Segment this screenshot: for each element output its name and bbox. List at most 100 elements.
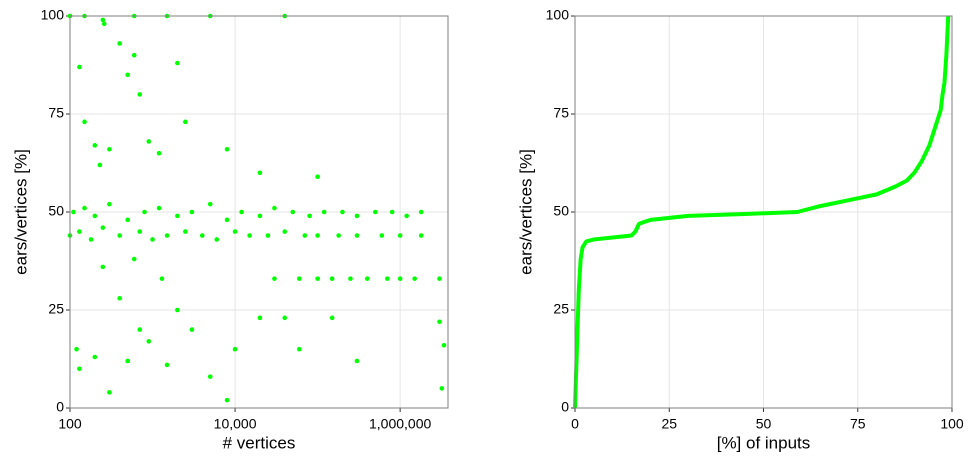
y-tick-label: 0 bbox=[56, 399, 64, 415]
point bbox=[92, 213, 98, 219]
y-tick-label: 75 bbox=[48, 105, 64, 121]
point bbox=[257, 170, 263, 176]
point bbox=[315, 174, 320, 180]
point bbox=[146, 339, 152, 344]
point bbox=[365, 276, 370, 281]
point bbox=[321, 209, 327, 215]
point bbox=[412, 276, 417, 281]
point bbox=[437, 276, 442, 281]
point bbox=[329, 315, 335, 321]
y-tick-label: 100 bbox=[41, 7, 65, 23]
point bbox=[117, 295, 122, 301]
point bbox=[379, 233, 385, 238]
point bbox=[397, 276, 403, 281]
y-tick-label: 50 bbox=[48, 203, 64, 219]
point bbox=[329, 276, 335, 281]
point bbox=[175, 307, 180, 313]
point bbox=[142, 209, 147, 215]
point bbox=[146, 139, 152, 144]
y-tick-label: 100 bbox=[546, 7, 570, 23]
point bbox=[137, 327, 143, 332]
point bbox=[71, 209, 76, 215]
point bbox=[232, 229, 238, 234]
point bbox=[272, 276, 277, 281]
point bbox=[82, 119, 87, 125]
x-tick-label: 100 bbox=[940, 416, 964, 432]
point bbox=[92, 354, 98, 360]
point bbox=[156, 205, 162, 211]
y-tick-label: 25 bbox=[48, 301, 64, 317]
plot-border bbox=[69, 15, 449, 409]
x-tick-label: 75 bbox=[850, 416, 866, 432]
point bbox=[156, 150, 162, 156]
point bbox=[77, 64, 82, 70]
point bbox=[117, 233, 122, 238]
point bbox=[224, 217, 230, 223]
point bbox=[207, 201, 213, 207]
point bbox=[125, 72, 130, 78]
point bbox=[307, 213, 312, 219]
point bbox=[183, 229, 188, 234]
point bbox=[282, 315, 288, 321]
point bbox=[175, 213, 180, 219]
point bbox=[257, 213, 263, 219]
y-tick-label: 0 bbox=[561, 399, 569, 415]
point bbox=[272, 205, 277, 211]
point bbox=[207, 374, 213, 379]
point bbox=[439, 386, 445, 391]
x-tick-label: 0 bbox=[571, 416, 579, 432]
point bbox=[77, 366, 82, 372]
point bbox=[418, 209, 424, 215]
line bbox=[573, 15, 951, 409]
point bbox=[175, 60, 180, 66]
point bbox=[74, 346, 79, 352]
point bbox=[107, 146, 112, 152]
x-tick-label: 25 bbox=[661, 416, 677, 432]
point bbox=[107, 390, 112, 395]
point bbox=[107, 201, 112, 207]
point bbox=[100, 225, 106, 230]
point bbox=[348, 276, 353, 281]
point bbox=[257, 315, 263, 321]
y-tick-label: 75 bbox=[553, 105, 569, 121]
point bbox=[340, 209, 345, 215]
point bbox=[88, 237, 94, 242]
point bbox=[232, 346, 238, 352]
point bbox=[77, 229, 82, 234]
point bbox=[296, 276, 302, 281]
point bbox=[101, 21, 107, 27]
point bbox=[385, 276, 390, 281]
point bbox=[189, 327, 195, 332]
y-tick-label: 50 bbox=[553, 203, 569, 219]
point bbox=[315, 233, 320, 238]
point bbox=[441, 342, 447, 348]
point bbox=[82, 205, 87, 211]
point bbox=[282, 229, 288, 234]
point bbox=[336, 233, 341, 238]
x-axis-title: # vertices bbox=[223, 433, 296, 452]
point bbox=[125, 217, 130, 223]
y-axis-title: ears/vertices [%] bbox=[516, 149, 535, 275]
point bbox=[97, 162, 103, 168]
y-axis-title: ears/vertices [%] bbox=[11, 149, 30, 275]
point bbox=[373, 209, 378, 215]
point bbox=[247, 233, 252, 238]
point bbox=[183, 119, 188, 125]
point bbox=[164, 233, 170, 238]
point bbox=[164, 362, 170, 368]
point bbox=[354, 233, 360, 238]
point bbox=[296, 346, 302, 352]
point bbox=[265, 233, 271, 238]
point bbox=[239, 209, 244, 215]
point bbox=[315, 276, 320, 281]
point bbox=[92, 143, 98, 148]
point bbox=[159, 276, 165, 281]
point bbox=[100, 17, 106, 23]
point bbox=[117, 41, 122, 46]
point bbox=[354, 358, 360, 364]
x-tick-label: 100 bbox=[58, 416, 82, 432]
point bbox=[131, 256, 137, 262]
point bbox=[302, 233, 308, 238]
point bbox=[100, 264, 106, 270]
